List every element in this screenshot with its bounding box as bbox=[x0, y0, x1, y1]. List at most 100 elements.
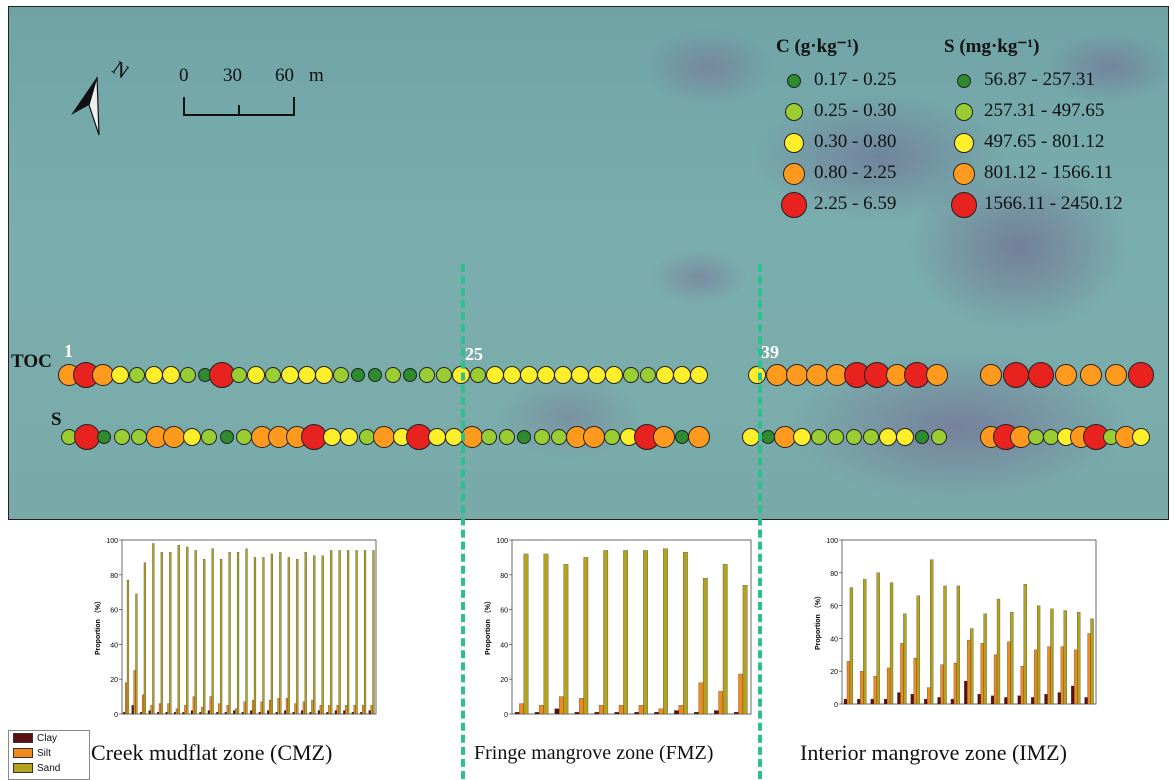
bar-clay bbox=[534, 712, 540, 715]
sample-point bbox=[373, 426, 395, 448]
bar-clay bbox=[267, 710, 270, 715]
sample-point bbox=[145, 366, 164, 384]
y-tick-label: 40 bbox=[830, 636, 838, 643]
sample-point bbox=[690, 366, 708, 384]
bar-sand bbox=[583, 557, 589, 715]
sample-point bbox=[481, 429, 497, 445]
sample-point bbox=[340, 428, 358, 446]
boundary-fmz-imz bbox=[758, 264, 762, 779]
bar-clay bbox=[165, 712, 168, 715]
bar-silt bbox=[940, 664, 944, 705]
sample-label-1: 1 bbox=[64, 341, 73, 361]
bar-clay bbox=[694, 712, 699, 715]
bar-clay bbox=[207, 710, 210, 715]
bar-clay bbox=[300, 710, 304, 715]
sample-point bbox=[402, 368, 417, 382]
bar-clay bbox=[343, 710, 346, 715]
scale-tick-30: 30 bbox=[223, 65, 242, 86]
legend-label-s-2: 257.31 - 497.65 bbox=[984, 100, 1105, 121]
bar-clay bbox=[924, 698, 928, 705]
y-axis-label: Proportion （%） bbox=[814, 592, 822, 650]
sample-point bbox=[895, 428, 914, 446]
bar-clay bbox=[1004, 697, 1008, 705]
sample-point bbox=[1003, 362, 1029, 388]
legend-label-c-4: 0.80 - 2.25 bbox=[814, 162, 897, 183]
plot-frame bbox=[121, 539, 377, 715]
sample-point bbox=[811, 429, 828, 445]
bar-clay bbox=[1071, 685, 1075, 705]
bar-silt bbox=[150, 705, 153, 715]
sample-point bbox=[182, 428, 201, 446]
legend-silt: Silt bbox=[13, 748, 51, 759]
sample-point bbox=[1028, 429, 1044, 445]
sample-point bbox=[551, 429, 567, 445]
bar-sand bbox=[722, 564, 728, 715]
sample-point bbox=[639, 367, 656, 383]
sample-point bbox=[655, 366, 674, 384]
bar-silt bbox=[1020, 666, 1024, 705]
sample-point bbox=[904, 362, 930, 388]
bar-silt bbox=[192, 696, 195, 715]
sample-point bbox=[533, 429, 550, 445]
bar-sand bbox=[1010, 612, 1014, 705]
bar-sand bbox=[211, 548, 214, 715]
sample-point bbox=[97, 430, 111, 444]
map-image: N 0 30 60 m C (g·kg⁻¹) S (mg·kg⁻¹) 0.17 … bbox=[8, 6, 1169, 520]
bar-chart: 0 20 40 60 80 100 Proportion （%） bbox=[94, 538, 377, 719]
bar-sand bbox=[363, 550, 367, 715]
sample-point bbox=[766, 364, 788, 386]
y-tick-label: 60 bbox=[110, 608, 118, 615]
bar-sand bbox=[347, 550, 350, 715]
bar-silt bbox=[158, 703, 162, 715]
bar-sand bbox=[643, 550, 648, 715]
bar-clay bbox=[233, 710, 236, 715]
bar-sand bbox=[220, 558, 223, 715]
sample-point bbox=[1080, 364, 1102, 386]
bar-clay bbox=[843, 698, 848, 705]
sample-point bbox=[469, 367, 486, 383]
bar-sand bbox=[126, 579, 130, 715]
bar-clay bbox=[870, 698, 874, 705]
sample-point bbox=[322, 428, 341, 446]
sample-point bbox=[131, 429, 147, 445]
sample-point bbox=[129, 367, 146, 383]
scale-tick-60: 60 bbox=[275, 65, 294, 86]
boundary-cmz-fmz bbox=[461, 264, 465, 779]
legend-label-s-1: 56.87 - 257.31 bbox=[984, 69, 1095, 90]
legend-swatch-c-4 bbox=[783, 163, 805, 185]
bar-sand bbox=[663, 548, 668, 715]
sample-point bbox=[553, 366, 572, 384]
sample-point bbox=[435, 367, 452, 383]
bar-sand bbox=[903, 613, 907, 705]
sample-point bbox=[368, 368, 383, 382]
sample-point bbox=[570, 366, 589, 384]
sample-point bbox=[180, 367, 197, 383]
bar-sand bbox=[270, 553, 273, 715]
sample-point bbox=[793, 428, 812, 446]
sample-point bbox=[786, 364, 808, 386]
y-tick-label: 20 bbox=[110, 677, 118, 684]
bar-sand bbox=[930, 559, 934, 705]
bar-sand bbox=[1036, 605, 1041, 705]
bar-silt bbox=[698, 682, 704, 715]
bar-silt bbox=[846, 661, 851, 705]
bar-silt bbox=[328, 705, 331, 715]
bar-sand bbox=[236, 552, 240, 715]
bar-chart: 0 20 40 60 80 100 Proportion （%） bbox=[484, 538, 752, 719]
y-tick-label: 60 bbox=[500, 608, 508, 615]
bar-silt bbox=[302, 701, 305, 715]
bar-silt bbox=[235, 708, 238, 715]
sample-point bbox=[315, 366, 334, 384]
sample-point bbox=[604, 366, 623, 384]
sample-point bbox=[653, 426, 675, 448]
sample-point bbox=[298, 366, 317, 384]
bar-silt bbox=[125, 682, 128, 715]
bar-clay bbox=[140, 712, 143, 715]
sample-point bbox=[451, 366, 470, 384]
bar-silt bbox=[953, 662, 958, 705]
bar-silt bbox=[201, 706, 204, 715]
bar-sand bbox=[742, 585, 748, 715]
sample-point bbox=[209, 362, 236, 388]
bar-sand bbox=[563, 564, 569, 715]
sample-point bbox=[73, 424, 100, 450]
